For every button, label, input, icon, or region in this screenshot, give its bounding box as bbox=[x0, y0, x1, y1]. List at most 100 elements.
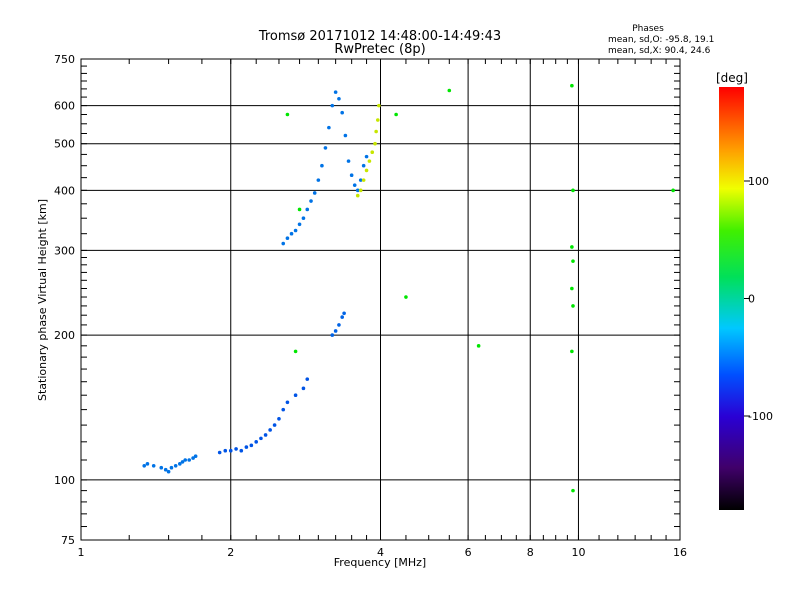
data-point bbox=[285, 400, 290, 405]
data-point bbox=[343, 133, 348, 138]
data-point bbox=[277, 416, 281, 421]
stats-heading: Phases bbox=[632, 24, 664, 34]
data-point bbox=[571, 188, 575, 193]
plot-axes: 1 2 4 6 8 10 16 75 100 200 300 400 500 600 750 bbox=[54, 53, 687, 559]
data-point bbox=[364, 168, 369, 173]
data-point bbox=[193, 454, 198, 459]
y-tick-label: 300 bbox=[54, 244, 75, 257]
data-point bbox=[301, 386, 306, 391]
data-point bbox=[570, 83, 574, 88]
data-point bbox=[183, 458, 188, 462]
x-tick-label: 1 bbox=[78, 546, 85, 559]
data-point bbox=[361, 178, 366, 182]
data-point bbox=[364, 154, 369, 159]
data-point bbox=[223, 448, 228, 453]
data-point bbox=[476, 344, 481, 348]
data-point bbox=[228, 448, 233, 453]
data-point bbox=[187, 458, 191, 462]
data-point bbox=[370, 150, 375, 155]
data-point bbox=[570, 286, 574, 291]
data-point bbox=[163, 467, 168, 472]
data-point bbox=[346, 159, 351, 163]
data-point bbox=[333, 90, 338, 94]
data-point bbox=[570, 245, 574, 249]
data-point bbox=[355, 188, 360, 193]
data-point bbox=[293, 228, 298, 233]
data-point bbox=[159, 465, 164, 470]
y-axis-label: Stationary phase Virtual Height [km] bbox=[36, 199, 49, 401]
data-point bbox=[375, 118, 380, 122]
data-point bbox=[297, 222, 302, 227]
y-tick-label: 400 bbox=[54, 184, 75, 197]
data-point bbox=[281, 241, 286, 246]
data-point bbox=[337, 323, 341, 327]
y-tick-label: 100 bbox=[54, 474, 75, 487]
data-point bbox=[447, 88, 452, 93]
data-point bbox=[570, 349, 574, 354]
x-tick-label: 10 bbox=[571, 546, 585, 559]
data-point bbox=[377, 103, 381, 108]
x-axis-label: Frequency [MHz] bbox=[334, 556, 426, 569]
data-point bbox=[349, 173, 354, 178]
data-point bbox=[239, 448, 244, 453]
data-point bbox=[305, 207, 310, 212]
data-point bbox=[254, 440, 258, 444]
data-point bbox=[327, 125, 331, 130]
data-point bbox=[323, 146, 328, 150]
colorbar-tick-label: -100 bbox=[748, 410, 773, 423]
data-point bbox=[297, 207, 302, 212]
data-point bbox=[352, 183, 357, 187]
data-points bbox=[142, 83, 675, 493]
data-point bbox=[330, 333, 335, 337]
stats-line-x: mean, sd,X: 90.4, 24.6 bbox=[608, 46, 711, 56]
x-tick-label: 16 bbox=[673, 546, 687, 559]
data-point bbox=[145, 462, 150, 466]
stats-line-o: mean, sd,O: -95.8, 19.1 bbox=[608, 35, 714, 45]
colorbar-tick-label: 0 bbox=[748, 293, 755, 306]
data-point bbox=[337, 96, 341, 101]
data-point bbox=[367, 159, 372, 163]
data-point bbox=[571, 259, 575, 263]
chart-title: Tromsø 20171012 14:48:00-14:49:43 bbox=[258, 29, 501, 44]
data-point bbox=[571, 488, 575, 493]
data-point bbox=[309, 199, 313, 203]
data-point bbox=[305, 377, 310, 381]
colorbar-label: [deg] bbox=[716, 71, 748, 85]
data-point bbox=[166, 469, 171, 474]
data-point bbox=[333, 329, 338, 333]
colorbar bbox=[719, 87, 744, 510]
data-point bbox=[358, 188, 363, 193]
y-tick-label: 600 bbox=[54, 100, 75, 113]
y-tick-label: 200 bbox=[54, 329, 75, 342]
y-tick-label: 75 bbox=[61, 534, 75, 547]
data-point bbox=[178, 462, 182, 466]
x-tick-label: 2 bbox=[227, 546, 234, 559]
data-point bbox=[374, 129, 378, 134]
data-point bbox=[259, 436, 263, 441]
y-tick-label: 750 bbox=[54, 53, 75, 66]
data-point bbox=[571, 304, 575, 308]
data-point bbox=[316, 178, 321, 182]
data-point bbox=[180, 460, 185, 464]
data-point bbox=[330, 103, 335, 108]
data-point bbox=[249, 443, 254, 448]
data-point bbox=[142, 463, 147, 468]
data-point bbox=[217, 450, 222, 455]
y-tick-label: 500 bbox=[54, 138, 75, 151]
x-tick-label: 6 bbox=[465, 546, 472, 559]
data-point bbox=[342, 311, 346, 316]
data-point bbox=[404, 295, 408, 299]
data-point bbox=[234, 447, 238, 451]
data-point bbox=[293, 393, 298, 398]
data-point bbox=[355, 193, 360, 198]
data-point bbox=[301, 216, 306, 221]
data-point bbox=[340, 110, 344, 115]
data-point bbox=[358, 178, 363, 182]
x-tick-label: 4 bbox=[377, 546, 384, 559]
data-point bbox=[320, 163, 324, 168]
data-point bbox=[373, 141, 377, 146]
data-point bbox=[671, 188, 675, 193]
data-point bbox=[173, 463, 178, 468]
